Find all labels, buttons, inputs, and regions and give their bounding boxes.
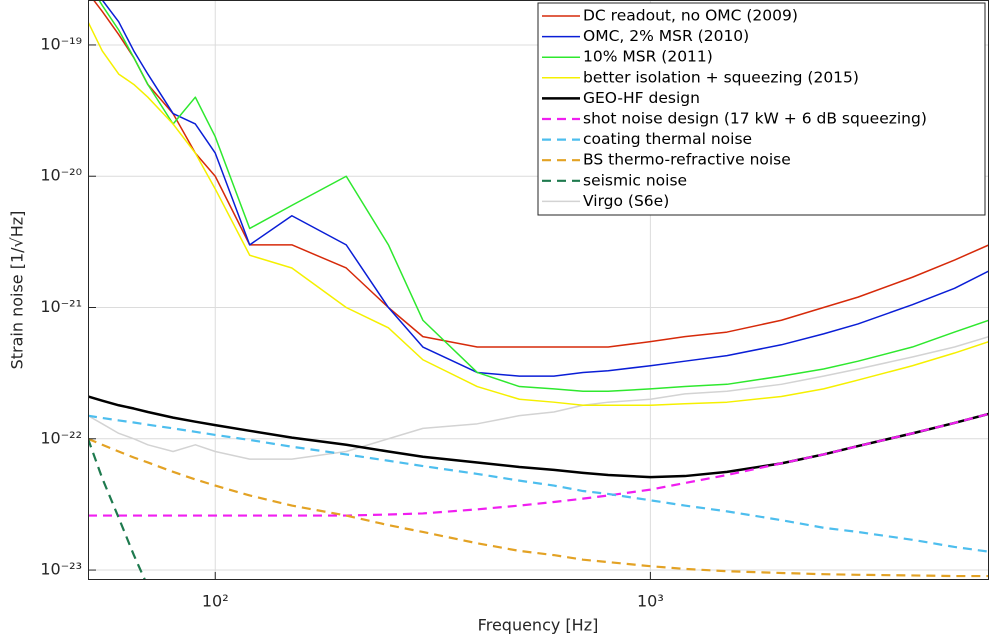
x-tick-label: 10²	[202, 592, 229, 611]
y-tick-label: 10⁻²²	[40, 428, 82, 447]
x-tick-label: 10³	[637, 592, 664, 611]
series-line	[88, 21, 989, 407]
x-axis-label: Frequency [Hz]	[478, 616, 599, 635]
y-axis-label: Strain noise [1/√Hz]	[8, 211, 27, 370]
y-tick-label: 10⁻²⁰	[40, 166, 82, 185]
legend-label: seismic noise	[583, 171, 687, 189]
lines	[88, 0, 989, 580]
legend-label: coating thermal noise	[583, 130, 752, 148]
legend-label: BS thermo-refractive noise	[583, 151, 791, 169]
legend-label: GEO-HF design	[583, 89, 700, 107]
legend-label: OMC, 2% MSR (2010)	[583, 27, 749, 45]
legend-label: DC readout, no OMC (2009)	[583, 7, 798, 25]
series-line	[88, 437, 989, 578]
y-tick-label: 10⁻²³	[40, 560, 82, 579]
series-line	[88, 414, 989, 553]
ticks: 10² 10³ 10⁻²³ 10⁻²² 10⁻²¹ 10⁻²⁰ 10⁻¹⁹	[40, 34, 663, 610]
y-tick-label: 10⁻²¹	[40, 297, 82, 316]
series-line	[88, 335, 989, 460]
legend-box	[537, 2, 986, 216]
y-tick-label: 10⁻¹⁹	[40, 34, 82, 53]
series-line	[92, 0, 989, 348]
legend-label: Virgo (S6e)	[583, 192, 669, 210]
legend-label: 10% MSR (2011)	[583, 48, 713, 66]
legend-label: shot noise design (17 kW + 6 dB squeezin…	[583, 110, 927, 128]
legend-label: better isolation + squeezing (2015)	[583, 68, 859, 86]
series-line	[88, 412, 989, 517]
series-line	[98, 0, 989, 393]
series-line	[88, 438, 147, 580]
legend: DC readout, no OMC (2009) OMC, 2% MSR (20…	[537, 2, 986, 216]
